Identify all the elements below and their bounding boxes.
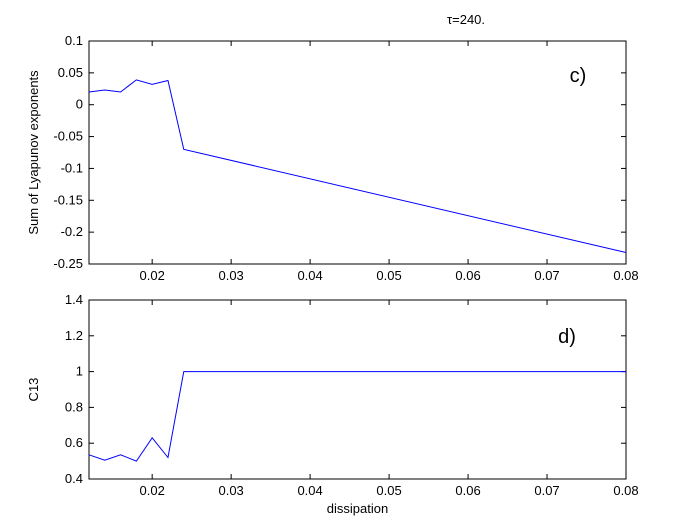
x-axis-label: dissipation [327, 501, 388, 516]
panel-label: d) [558, 326, 576, 348]
plot-area [88, 299, 627, 480]
x-tick-label: 0.02 [140, 268, 165, 283]
y-tick-label: 0.05 [58, 65, 83, 80]
x-tick-label: 0.05 [376, 268, 401, 283]
x-tick-label: 0.06 [455, 483, 480, 498]
y-tick-label: -0.05 [53, 129, 83, 144]
x-tick-label: 0.05 [376, 483, 401, 498]
y-tick-label: -0.25 [53, 256, 83, 271]
x-tick-label: 0.04 [297, 483, 322, 498]
series-line [88, 371, 626, 462]
series-line [88, 79, 627, 254]
x-tick-label: 0.06 [455, 268, 480, 283]
chart-panel-c: 0.02 0.03 0.04 0.05 0.06 0.07 0.08 -0.25 -0.2 -0.… [26, 33, 639, 283]
y-axis-label: Sum of Lyapunov exponents [26, 70, 41, 235]
x-tick-label: 0.02 [140, 483, 165, 498]
y-tick-label: 1 [76, 364, 83, 379]
x-tick-label: 0.08 [613, 483, 638, 498]
x-tick-label: 0.07 [534, 268, 559, 283]
x-tick-label: 0.08 [613, 268, 638, 283]
x-tick-label: 0.04 [297, 268, 322, 283]
y-tick-label: -0.15 [53, 192, 83, 207]
y-axis-label: C13 [26, 378, 41, 402]
x-tick-label: 0.03 [218, 483, 243, 498]
plot-area [88, 40, 627, 265]
y-tick-label: -0.2 [61, 224, 83, 239]
figure-title: τ=240. [447, 12, 485, 27]
panel-label: c) [570, 65, 587, 87]
y-tick-label: -0.1 [61, 160, 83, 175]
y-tick-label: 1.2 [65, 328, 83, 343]
y-tick-label: 0.4 [65, 471, 83, 486]
y-tick-label: 0.6 [65, 435, 83, 450]
chart-panel-d: 0.02 0.03 0.04 0.05 0.06 0.07 0.08 0.4 0.6 0.8 1 1.… [26, 292, 639, 516]
y-tick-label: 0 [76, 97, 83, 112]
y-tick-label: 0.1 [65, 33, 83, 48]
y-tick-label: 1.4 [65, 292, 83, 307]
x-tick-label: 0.03 [218, 268, 243, 283]
y-tick-label: 0.8 [65, 399, 83, 414]
x-tick-label: 0.07 [534, 483, 559, 498]
